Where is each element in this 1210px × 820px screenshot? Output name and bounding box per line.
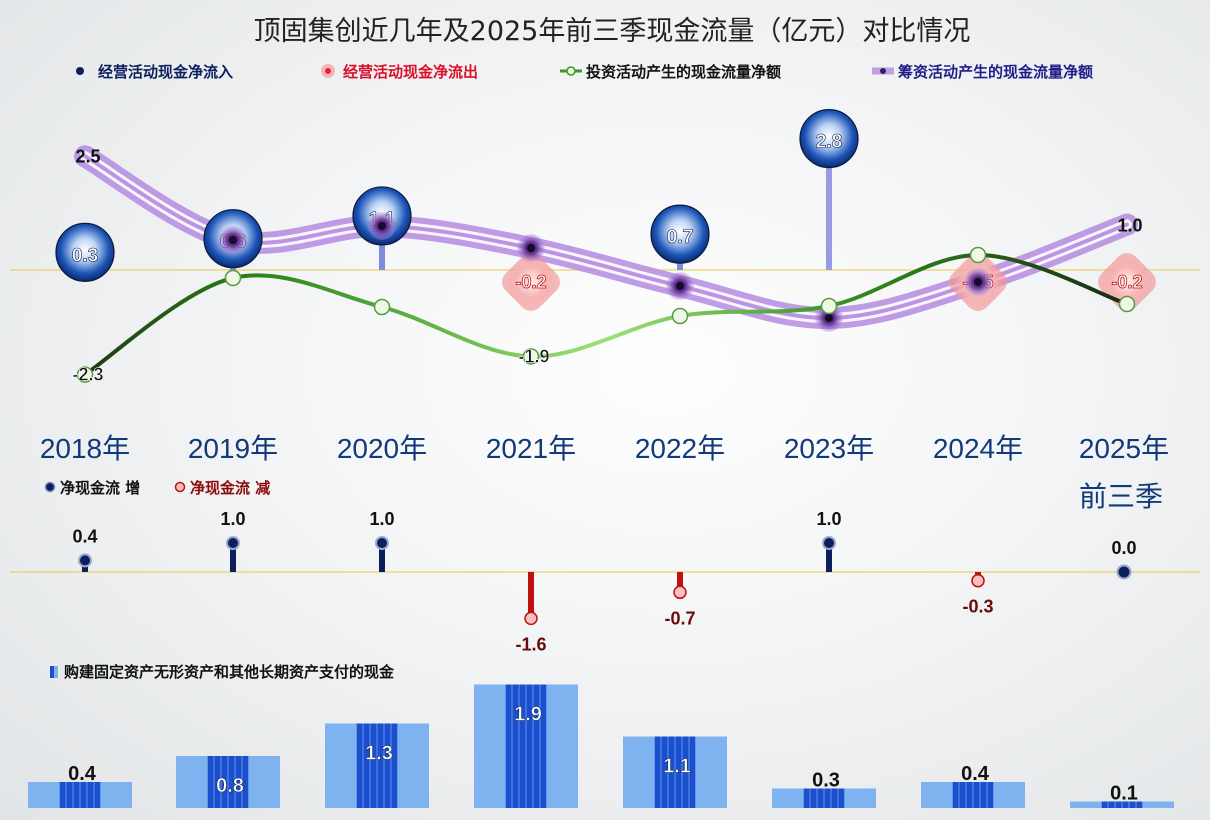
net-increase-marker — [78, 553, 92, 568]
year-label: 2025年 — [1079, 433, 1169, 464]
net-increase-label: 0.4 — [72, 526, 97, 546]
legend-label-4: 筹资活动产生的现金流量净额 — [898, 63, 1093, 81]
year-label: 2022年 — [635, 433, 725, 464]
capex-label: 0.1 — [1110, 783, 1138, 805]
capex-label: 0.8 — [216, 775, 244, 797]
net-increase-marker — [226, 536, 240, 550]
investing-label-2021: -1.9 — [518, 346, 549, 366]
legend-label-decrease: 净现金流 减 — [190, 479, 270, 497]
net-decrease-marker — [524, 611, 538, 626]
capex-label: 0.3 — [812, 770, 840, 792]
net-zero-label: 0.0 — [1111, 538, 1136, 558]
net-increase-marker — [822, 536, 836, 550]
operating-inflow-label: 0.3 — [72, 245, 98, 266]
legend-marker-capex-dark — [50, 666, 54, 678]
legend-label-1: 经营活动现金净流入 — [98, 63, 233, 81]
chart-title: 顶固集创近几年及2025年前三季现金流量（亿元）对比情况 — [254, 16, 971, 47]
operating-inflow-label: 0.7 — [667, 227, 693, 248]
legend-marker-increase — [44, 481, 56, 493]
net-increase-marker — [375, 536, 389, 550]
net-decrease-label: -0.3 — [962, 597, 993, 617]
legend-label-increase: 净现金流 增 — [60, 479, 140, 497]
net-decrease-label: -0.7 — [664, 608, 695, 628]
financing-label-first: 2.5 — [75, 146, 100, 166]
line-panel: 0.30.61.1-0.20.72.8-0.5-0.22.51.0-2.3-1.… — [10, 109, 1200, 385]
legend-top: 经营活动现金净流入 经营活动现金净流出 投资活动产生的现金流量净额 筹资活动产生的现金… — [76, 63, 1093, 81]
operating-inflow-bubble — [650, 204, 710, 264]
year-label: 2018年 — [40, 433, 130, 464]
capex-label: 0.4 — [68, 763, 97, 785]
legend-marker-investing — [566, 66, 576, 76]
net-zero-marker — [1116, 564, 1132, 580]
operating-inflow-bubble — [799, 109, 859, 169]
investing-label-2018: -2.3 — [72, 365, 103, 385]
operating-inflow-bubble — [55, 222, 115, 282]
year-label: 2024年 — [933, 433, 1023, 464]
year-label: 2019年 — [188, 433, 278, 464]
investing-marker — [76, 366, 94, 383]
legend-marker-inflow — [76, 67, 84, 75]
legend-marker-capex-light — [54, 666, 58, 678]
operating-outflow-label: -0.2 — [515, 272, 546, 292]
year-label: 2023年 — [784, 433, 874, 464]
net-increase-label: 1.0 — [369, 509, 394, 529]
capex-label: 1.9 — [514, 704, 542, 726]
capex-label: 0.4 — [961, 763, 990, 785]
financing-dot — [378, 222, 386, 230]
operating-outflow-blob — [502, 253, 560, 311]
investing-marker — [373, 298, 391, 316]
financing-dot — [825, 314, 833, 322]
financing-dot — [229, 236, 237, 244]
legend-marker-decrease — [174, 481, 186, 493]
operating-outflow-label: -0.2 — [1111, 272, 1142, 292]
capex-panel: 购建固定资产无形资产和其他长期资产支付的现金 0.4 0.8 1.3 1.9 1.1 0.3… — [28, 663, 1174, 808]
net-cashflow-panel: 净现金流 增 净现金流 减 0.4 1.0 1.0 -1.6 -0.7 1.0 -0.3 0.0 — [10, 479, 1200, 654]
investing-marker — [820, 297, 838, 315]
capex-label: 1.3 — [365, 743, 393, 765]
year-labels: 2018年 2019年 2020年 2021年 2022年 2023年 2024年 2025年… — [40, 433, 1169, 512]
operating-inflow-label: 2.8 — [816, 132, 842, 153]
investing-marker — [522, 348, 540, 365]
financing-label-last: 1.0 — [1117, 216, 1142, 236]
legend-label-3: 投资活动产生的现金流量净额 — [586, 63, 781, 81]
financing-dot — [527, 244, 535, 252]
legend-label-capex: 购建固定资产无形资产和其他长期资产支付的现金 — [64, 663, 395, 681]
year-label-suffix: 前三季 — [1079, 481, 1163, 512]
legend-marker-outflow — [325, 68, 331, 74]
net-decrease-label: -1.6 — [515, 634, 546, 654]
legend-label-2: 经营活动现金净流出 — [343, 63, 478, 81]
investing-marker — [671, 307, 689, 325]
year-label: 2020年 — [337, 433, 427, 464]
net-increase-label: 1.0 — [220, 509, 245, 529]
investing-marker — [224, 269, 242, 287]
financing-dot — [676, 282, 684, 290]
net-decrease-marker — [673, 585, 687, 600]
capex-label: 1.1 — [663, 756, 691, 778]
financing-dot — [974, 278, 982, 286]
net-increase-label: 1.0 — [816, 509, 841, 529]
year-label: 2021年 — [486, 433, 576, 464]
investing-marker — [1118, 295, 1136, 313]
legend-marker-financing — [880, 68, 886, 74]
net-decrease-marker — [971, 573, 985, 588]
investing-marker — [969, 246, 987, 264]
